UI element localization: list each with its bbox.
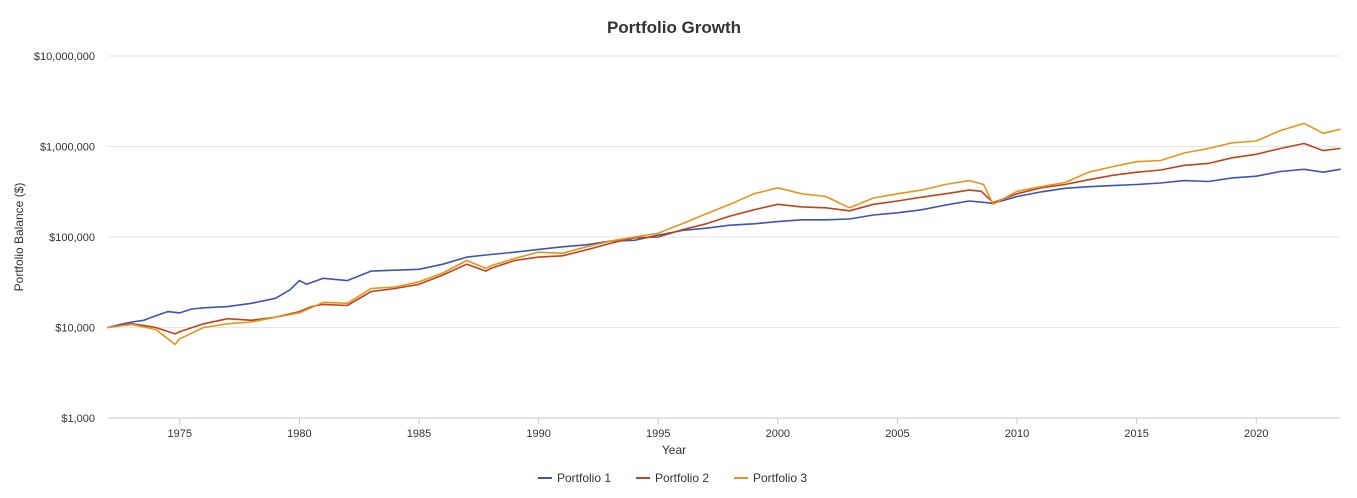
gridlines <box>108 55 1340 419</box>
x-tick-label: 1985 <box>407 428 431 440</box>
y-axis-label: Portfolio Balance ($) <box>12 183 26 292</box>
chart-title: Portfolio Growth <box>607 18 741 37</box>
y-tick-label: $10,000 <box>55 323 95 335</box>
series-line-portfolio-3 <box>107 122 1341 346</box>
series-line-portfolio-2 <box>107 142 1341 335</box>
x-tick-label: 1995 <box>646 428 670 440</box>
legend: Portfolio 1 Portfolio 2 Portfolio 3 <box>538 471 807 485</box>
legend-label: Portfolio 3 <box>753 471 807 485</box>
y-tick-label: $10,000,000 <box>34 51 95 63</box>
series-line-portfolio-1 <box>107 168 1341 329</box>
y-tick-label: $1,000,000 <box>40 142 95 154</box>
x-axis-label: Year <box>662 443 686 457</box>
x-tick-label: 2020 <box>1244 428 1268 440</box>
x-tick-label: 2005 <box>885 428 909 440</box>
legend-item-portfolio-1[interactable]: Portfolio 1 <box>538 471 611 485</box>
x-tick-label: 1990 <box>526 428 550 440</box>
x-axis-ticks: 1975 1980 1985 1990 1995 2000 2005 2010 2015 2020 <box>168 418 1269 440</box>
x-tick-label: 1980 <box>287 428 311 440</box>
y-tick-label: $1,000 <box>61 413 95 425</box>
y-axis-ticks: $1,000 $10,000 $100,000 $1,000,000 $10,000,0… <box>34 51 95 425</box>
legend-label: Portfolio 1 <box>557 471 611 485</box>
x-tick-label: 2000 <box>766 428 790 440</box>
legend-item-portfolio-3[interactable]: Portfolio 3 <box>734 471 807 485</box>
series-lines <box>107 122 1341 346</box>
x-tick-label: 2010 <box>1005 428 1029 440</box>
legend-label: Portfolio 2 <box>655 471 709 485</box>
legend-item-portfolio-2[interactable]: Portfolio 2 <box>636 471 709 485</box>
x-tick-label: 2015 <box>1124 428 1148 440</box>
y-tick-label: $100,000 <box>49 232 95 244</box>
x-tick-label: 1975 <box>168 428 192 440</box>
